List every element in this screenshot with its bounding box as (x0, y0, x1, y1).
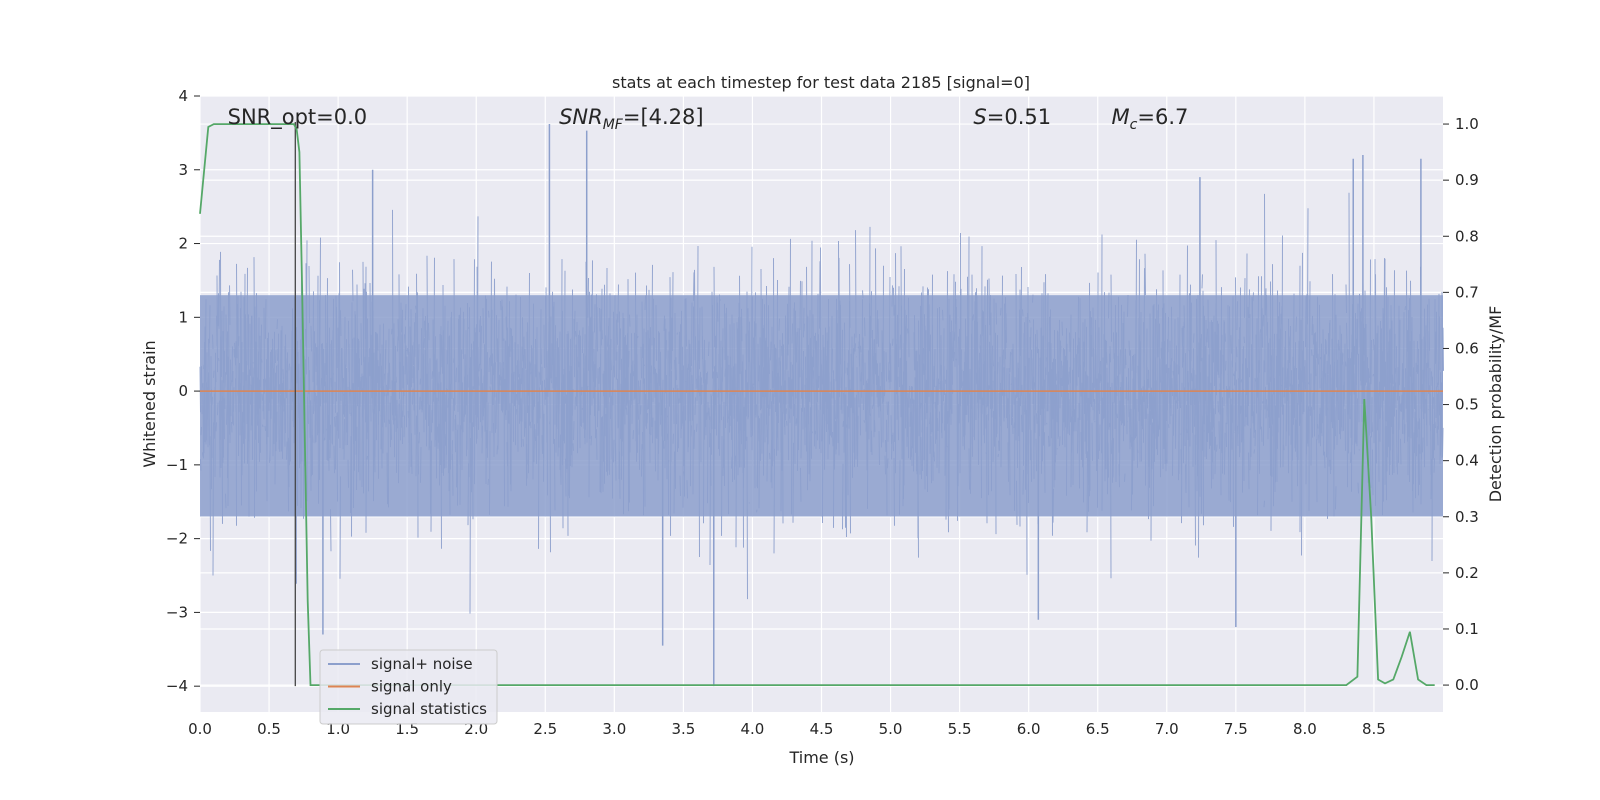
x-tick-label: 4.0 (741, 720, 765, 738)
y-tick-label: 3 (178, 161, 188, 179)
x-tick-label: 7.5 (1224, 720, 1248, 738)
y2-tick-label: 0.3 (1455, 508, 1479, 526)
x-tick-label: 3.0 (602, 720, 626, 738)
y2-tick-label: 0.2 (1455, 564, 1479, 582)
y2-tick-label: 0.6 (1455, 339, 1479, 357)
x-tick-label: 7.0 (1155, 720, 1179, 738)
x-axis-label: Time (s) (788, 748, 854, 767)
y2-tick-label: 0.4 (1455, 452, 1479, 470)
y2-tick-label: 1.0 (1455, 115, 1479, 133)
annotation: SNR_opt=0.0 (228, 105, 368, 130)
y2-tick-label: 0.7 (1455, 283, 1479, 301)
x-tick-label: 5.0 (879, 720, 903, 738)
y-tick-label: 4 (178, 87, 188, 105)
legend-label: signal statistics (371, 700, 487, 718)
y-tick-label: −1 (166, 456, 188, 474)
annotation: Mc=6.7 (1112, 105, 1189, 133)
y2-tick-labels: 1.0 0.9 0.8 0.7 0.6 0.5 0.4 0.3 0.2 0.1 0.0 (1443, 115, 1479, 694)
x-tick-label: 6.0 (1017, 720, 1041, 738)
chart-title: stats at each timestep for test data 218… (612, 73, 1030, 92)
x-tick-label: 0.0 (188, 720, 212, 738)
y-tick-label: −3 (166, 603, 188, 621)
annotations: SNR_opt=0.0 SNRMF=[4.28] S=0.51 Mc=6.7 (228, 105, 1189, 133)
x-tick-label: 5.5 (948, 720, 972, 738)
series-signal-noise (199, 124, 1444, 687)
legend-label: signal+ noise (371, 655, 473, 673)
legend-label: signal only (371, 678, 452, 696)
x-tick-label: 8.0 (1293, 720, 1317, 738)
y-tick-label: −4 (166, 677, 188, 695)
x-tick-label: 8.5 (1362, 720, 1386, 738)
y-tick-label: 2 (178, 235, 188, 253)
x-tick-label: 2.5 (533, 720, 557, 738)
legend: signal+ noise signal only signal statistic… (319, 649, 498, 725)
x-tick-label: 6.5 (1086, 720, 1110, 738)
y2-axis-label: Detection probability/MF (1486, 306, 1505, 503)
y-tick-label: 0 (178, 382, 188, 400)
y2-tick-label: 0.8 (1455, 227, 1479, 245)
x-tick-labels: 0.0 0.5 1.0 1.5 2.0 2.5 3.0 3.5 4.0 4.5 5.0 5.5 6.0 6… (188, 720, 1386, 738)
y2-tick-label: 0.0 (1455, 676, 1479, 694)
annotation: SNRMF=[4.28] (559, 105, 704, 133)
y-tick-label: −2 (166, 530, 188, 548)
x-tick-label: 4.5 (810, 720, 834, 738)
y-tick-label: 1 (178, 308, 188, 326)
y2-tick-label: 0.1 (1455, 620, 1479, 638)
x-tick-label: 3.5 (671, 720, 695, 738)
annotation: S=0.51 (973, 105, 1051, 129)
legend-box (319, 649, 498, 725)
y-axis-label: Whitened strain (140, 340, 159, 467)
y-tick-labels: 4 3 2 1 0 −1 −2 −3 −4 (166, 87, 200, 695)
x-tick-label: 0.5 (257, 720, 281, 738)
noise-core-band (200, 295, 1443, 517)
y2-tick-label: 0.9 (1455, 171, 1479, 189)
y2-tick-label: 0.5 (1455, 396, 1479, 414)
